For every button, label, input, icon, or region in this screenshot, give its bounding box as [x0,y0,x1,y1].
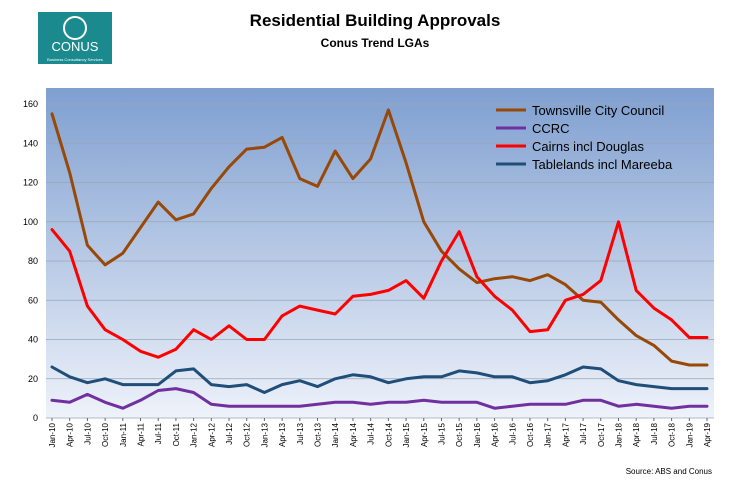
x-tick-label: Jan-15 [402,422,411,447]
legend-label: CCRC [532,121,570,136]
x-tick-label: Jan-16 [473,422,482,447]
x-tick-label: Apr-10 [66,422,75,447]
x-tick-label: Jul-15 [437,422,446,444]
y-tick-label: 60 [28,295,38,305]
logo-name: CONUS [52,39,99,54]
x-tick-label: Apr-12 [207,422,216,447]
x-tick-label: Apr-17 [561,422,570,447]
chart-title: Residential Building Approvals [250,11,501,30]
x-tick-label: Oct-14 [384,422,393,447]
source: Source: ABS and Conus [626,467,712,476]
x-tick-label: Jan-13 [260,422,269,447]
x-tick-label: Oct-16 [526,422,535,447]
x-tick-label: Oct-11 [172,422,181,446]
x-tick-label: Jan-14 [331,422,340,447]
x-tick-label: Jul-10 [83,422,92,444]
series-line [50,365,709,394]
x-tick-label: Jan-19 [685,422,694,447]
x-tick-label: Apr-15 [420,422,429,447]
y-tick-label: 140 [23,138,38,148]
series-line [50,108,709,367]
x-tick-label: Oct-10 [101,422,110,447]
x-tick-label: Oct-15 [455,422,464,447]
x-tick-label: Jul-11 [154,422,163,444]
series-line [50,387,709,410]
logo-tagline: Business Consultancy Services [47,57,103,62]
x-tick-label: Oct-18 [668,422,677,447]
x-tick-label: Jan-12 [190,422,199,447]
x-tick-label: Apr-14 [349,422,358,447]
x-tick-label: Apr-19 [703,422,712,447]
x-tick-label: Jul-12 [225,422,234,444]
y-tick-label: 100 [23,217,38,227]
x-tick-label: Jan-10 [48,422,57,447]
y-tick-label: 20 [28,374,38,384]
series-line [50,220,709,359]
logo-icon [63,16,87,40]
legend-label: Tablelands incl Mareeba [532,157,673,172]
x-tick-label: Oct-12 [243,422,252,447]
x-tick-label: Jan-17 [544,422,553,447]
x-tick-label: Jan-18 [614,422,623,447]
y-tick-label: 0 [33,413,38,423]
x-tick-label: Jul-16 [508,422,517,444]
x-tick-label: Apr-11 [137,422,146,446]
x-tick-label: Oct-13 [314,422,323,447]
legend-label: Cairns incl Douglas [532,139,644,154]
chart-subtitle: Conus Trend LGAs [321,36,430,50]
x-tick-label: Apr-16 [491,422,500,447]
y-tick-label: 80 [28,256,38,266]
x-tick-label: Apr-18 [632,422,641,447]
x-tick-label: Apr-13 [278,422,287,447]
plot-area [46,88,714,418]
x-tick-label: Jan-11 [119,422,128,446]
y-tick-label: 160 [23,99,38,109]
y-tick-label: 120 [23,178,38,188]
x-tick-label: Jul-17 [579,422,588,444]
y-tick-label: 40 [28,335,38,345]
x-tick-label: Jul-14 [367,422,376,444]
legend-label: Townsville City Council [532,103,664,118]
x-tick-label: Jul-18 [650,422,659,444]
x-tick-label: Jul-13 [296,422,305,444]
x-tick-label: Oct-17 [597,422,606,447]
